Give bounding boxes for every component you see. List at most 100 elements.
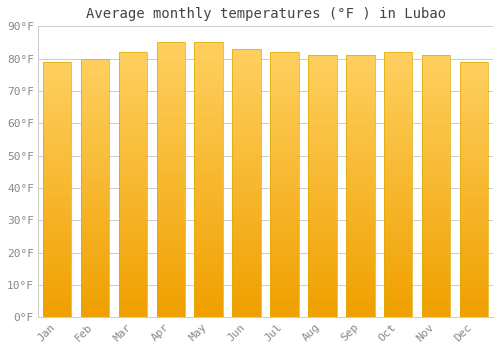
Bar bbox=[346, 131, 374, 133]
Bar bbox=[270, 202, 299, 203]
Bar bbox=[422, 228, 450, 230]
Bar bbox=[308, 289, 336, 290]
Bar bbox=[232, 195, 261, 197]
Bar bbox=[460, 210, 488, 211]
Bar bbox=[270, 153, 299, 154]
Bar bbox=[346, 139, 374, 141]
Bar bbox=[346, 55, 374, 317]
Bar bbox=[194, 268, 223, 270]
Bar bbox=[270, 97, 299, 99]
Bar bbox=[232, 171, 261, 173]
Bar bbox=[346, 286, 374, 287]
Bar bbox=[270, 302, 299, 303]
Bar bbox=[346, 196, 374, 197]
Bar bbox=[270, 287, 299, 288]
Bar bbox=[81, 206, 109, 208]
Bar bbox=[118, 71, 147, 72]
Bar bbox=[118, 268, 147, 270]
Bar bbox=[118, 158, 147, 160]
Bar bbox=[118, 235, 147, 237]
Bar bbox=[43, 150, 72, 151]
Bar bbox=[270, 75, 299, 76]
Bar bbox=[118, 243, 147, 245]
Bar bbox=[422, 151, 450, 152]
Bar bbox=[118, 156, 147, 157]
Bar bbox=[118, 138, 147, 140]
Bar bbox=[384, 96, 412, 97]
Bar bbox=[43, 180, 72, 181]
Bar bbox=[194, 56, 223, 58]
Bar bbox=[43, 95, 72, 96]
Bar bbox=[422, 93, 450, 95]
Bar bbox=[346, 133, 374, 134]
Bar bbox=[43, 314, 72, 315]
Bar bbox=[270, 129, 299, 131]
Bar bbox=[384, 238, 412, 239]
Bar bbox=[118, 131, 147, 132]
Bar bbox=[194, 233, 223, 235]
Bar bbox=[384, 298, 412, 299]
Bar bbox=[422, 304, 450, 306]
Bar bbox=[346, 282, 374, 284]
Bar bbox=[270, 226, 299, 227]
Bar bbox=[460, 88, 488, 89]
Bar bbox=[460, 103, 488, 104]
Bar bbox=[81, 66, 109, 68]
Bar bbox=[232, 61, 261, 62]
Bar bbox=[194, 93, 223, 95]
Bar bbox=[270, 295, 299, 296]
Bar bbox=[384, 227, 412, 229]
Bar bbox=[460, 118, 488, 119]
Bar bbox=[460, 131, 488, 132]
Bar bbox=[346, 101, 374, 103]
Bar bbox=[346, 117, 374, 118]
Bar bbox=[232, 54, 261, 56]
Bar bbox=[346, 249, 374, 251]
Bar bbox=[81, 279, 109, 280]
Bar bbox=[81, 123, 109, 125]
Bar bbox=[194, 92, 223, 93]
Bar bbox=[81, 272, 109, 273]
Bar bbox=[346, 238, 374, 239]
Bar bbox=[308, 104, 336, 105]
Bar bbox=[194, 71, 223, 73]
Bar bbox=[232, 83, 261, 84]
Bar bbox=[194, 140, 223, 141]
Bar bbox=[43, 92, 72, 94]
Bar bbox=[232, 113, 261, 115]
Bar bbox=[422, 142, 450, 143]
Bar bbox=[118, 199, 147, 201]
Bar bbox=[346, 311, 374, 312]
Bar bbox=[81, 162, 109, 163]
Bar bbox=[270, 68, 299, 69]
Bar bbox=[384, 295, 412, 296]
Bar bbox=[232, 92, 261, 93]
Bar bbox=[43, 159, 72, 160]
Bar bbox=[118, 109, 147, 111]
Bar bbox=[156, 177, 185, 178]
Bar bbox=[156, 309, 185, 310]
Bar bbox=[232, 289, 261, 290]
Bar bbox=[422, 125, 450, 126]
Bar bbox=[232, 314, 261, 315]
Bar bbox=[460, 126, 488, 127]
Bar bbox=[118, 111, 147, 112]
Bar bbox=[270, 267, 299, 268]
Bar bbox=[81, 201, 109, 202]
Bar bbox=[422, 236, 450, 238]
Bar bbox=[81, 153, 109, 154]
Bar bbox=[346, 159, 374, 160]
Bar bbox=[81, 227, 109, 228]
Bar bbox=[43, 294, 72, 296]
Bar bbox=[346, 171, 374, 172]
Bar bbox=[460, 122, 488, 123]
Bar bbox=[118, 103, 147, 104]
Bar bbox=[156, 174, 185, 176]
Bar bbox=[118, 140, 147, 141]
Bar bbox=[384, 206, 412, 208]
Bar bbox=[346, 275, 374, 277]
Bar bbox=[270, 91, 299, 92]
Bar bbox=[81, 79, 109, 80]
Bar bbox=[156, 113, 185, 114]
Bar bbox=[156, 316, 185, 317]
